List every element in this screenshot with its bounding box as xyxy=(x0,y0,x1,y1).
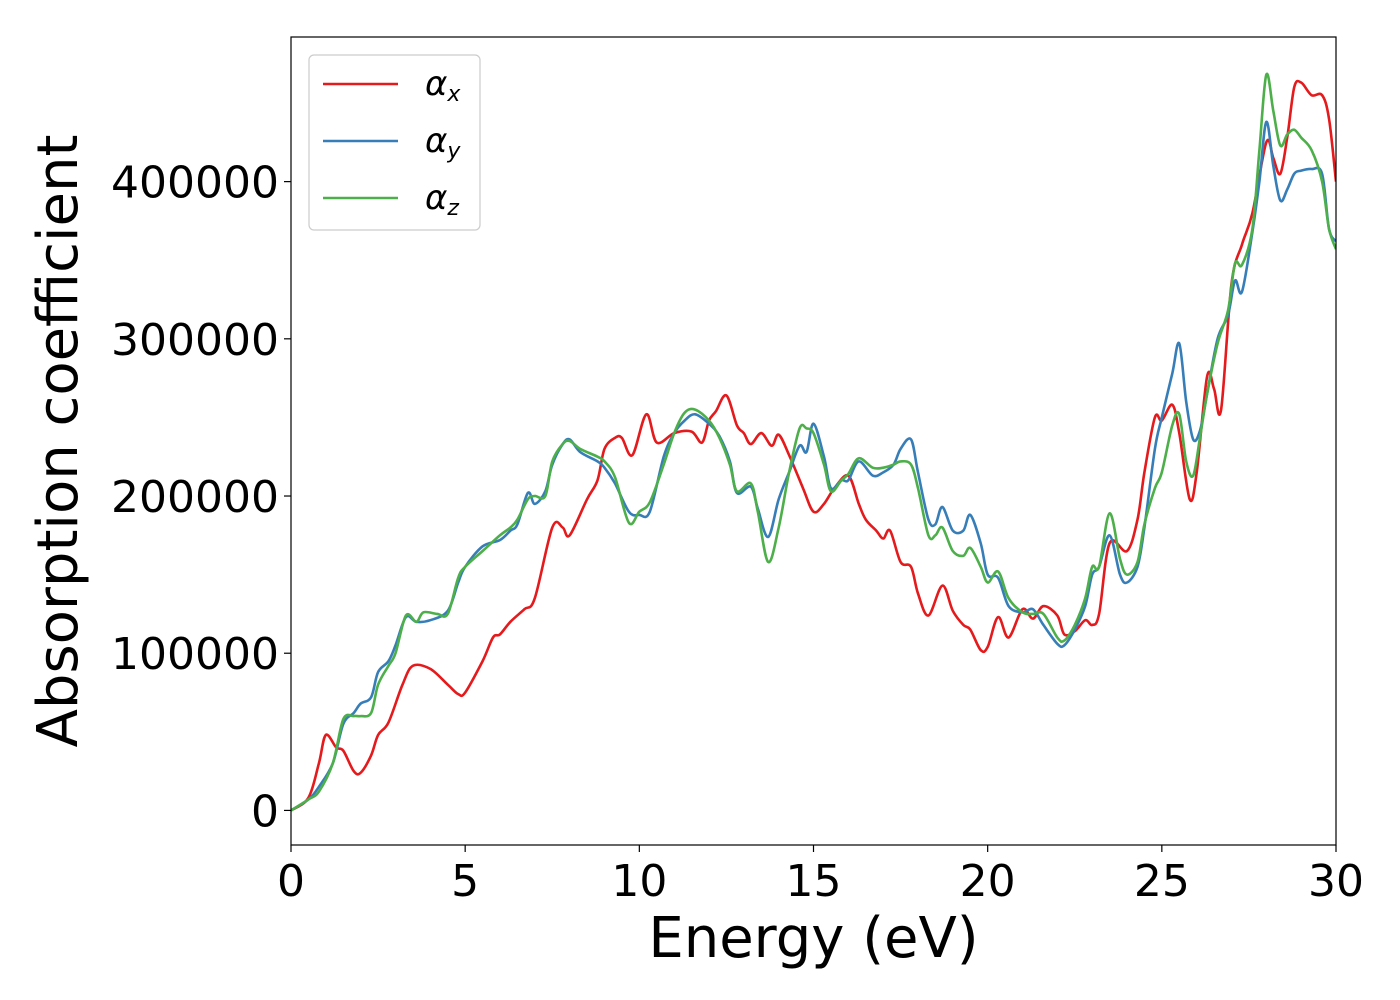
y-tick-label: 0 xyxy=(251,786,279,837)
x-tick-label: 5 xyxy=(451,856,479,907)
legend-label-z: αz xyxy=(425,178,459,221)
legend: αx αy αz xyxy=(308,54,481,231)
x-axis-title: Energy (eV) xyxy=(648,906,978,971)
y-tick-label: 200000 xyxy=(111,472,279,523)
x-tick-label: 0 xyxy=(277,856,305,907)
ticks-layer: 0 5 10 15 20 25 30 0 100000 200000 300000 400000 xyxy=(111,158,1364,907)
y-tick-label: 100000 xyxy=(111,629,279,680)
x-tick-label: 15 xyxy=(786,856,842,907)
legend-label-y: αy xyxy=(425,121,461,164)
x-tick-label: 25 xyxy=(1134,856,1190,907)
y-tick-label: 400000 xyxy=(111,158,279,209)
y-axis-title: Absorption coefficient xyxy=(26,135,91,748)
legend-box xyxy=(308,54,481,231)
series-line-y xyxy=(291,120,1336,812)
y-tick-label: 300000 xyxy=(111,315,279,366)
x-tick-label: 20 xyxy=(960,856,1016,907)
x-tick-label: 30 xyxy=(1308,856,1364,907)
series-line-x xyxy=(291,79,1336,812)
legend-label-x: αx xyxy=(425,64,461,107)
series-layer xyxy=(291,72,1336,812)
x-tick-label: 10 xyxy=(611,856,667,907)
series-line-z xyxy=(291,72,1336,812)
